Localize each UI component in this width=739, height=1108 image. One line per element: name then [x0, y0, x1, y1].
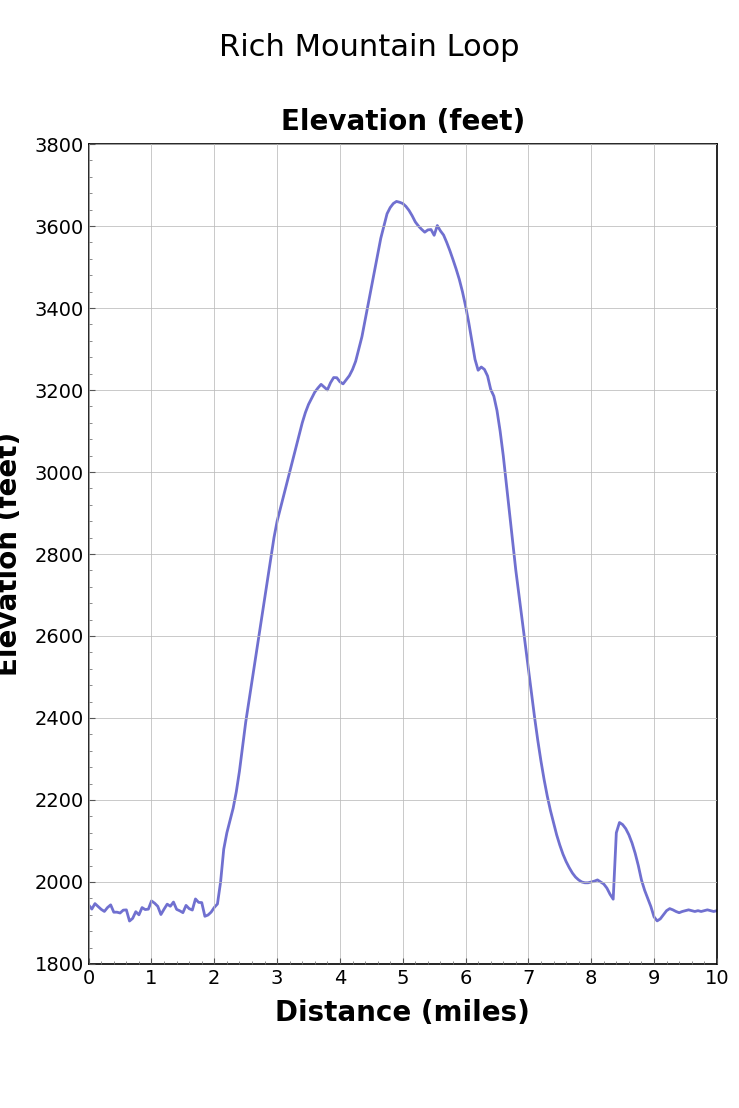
X-axis label: Distance (miles): Distance (miles) [276, 999, 530, 1027]
Y-axis label: Elevation (feet): Elevation (feet) [0, 432, 24, 676]
Title: Elevation (feet): Elevation (feet) [281, 109, 525, 136]
Text: Rich Mountain Loop: Rich Mountain Loop [219, 33, 520, 62]
